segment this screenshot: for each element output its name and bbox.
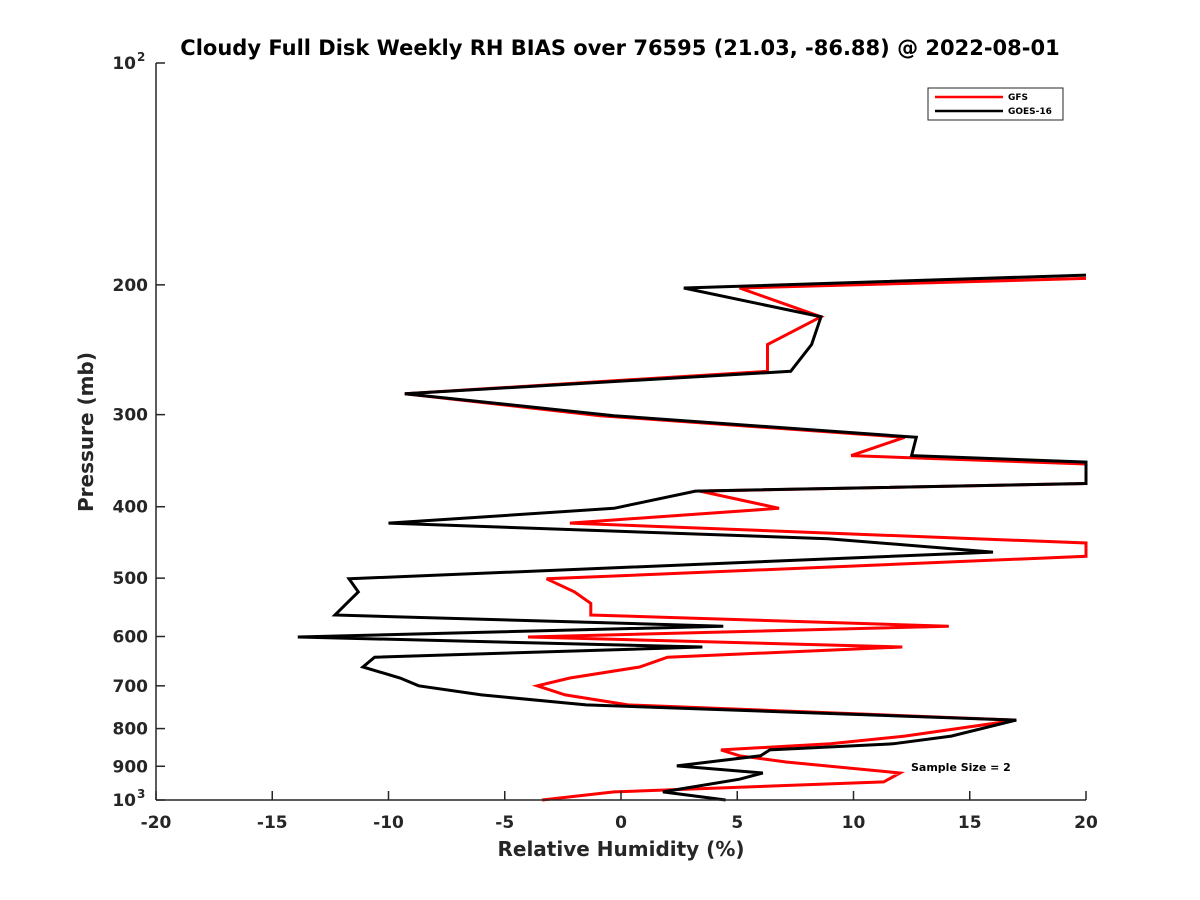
x-tick-label: 20: [1074, 813, 1098, 833]
x-tick-label: -5: [495, 813, 514, 833]
y-tick-exponent: 2: [137, 50, 145, 64]
y-tick-label: 10: [112, 54, 136, 74]
y-tick-label: 600: [113, 627, 149, 647]
y-tick-label: 900: [113, 757, 149, 777]
x-axis-label: Relative Humidity (%): [497, 837, 744, 861]
legend-box: [927, 87, 1064, 121]
y-tick-label: 300: [113, 406, 149, 426]
y-axis-label: Pressure (mb): [74, 352, 98, 512]
series-line-gfs: [404, 276, 1088, 802]
x-tick-label: 10: [842, 813, 866, 833]
y-tick-exponent: 3: [137, 787, 145, 801]
legend: GFS GOES-16: [927, 87, 1064, 121]
legend-label-goes16: GOES-16: [1008, 107, 1052, 117]
y-tick-label: 500: [113, 569, 149, 589]
x-tick-label: -15: [257, 813, 288, 833]
sample-size-annotation: Sample Size = 2: [911, 761, 1011, 774]
y-tick-label: 200: [113, 276, 149, 296]
y-tick-label: 800: [113, 720, 149, 740]
x-tick-label: 5: [731, 813, 743, 833]
x-tick-label: 0: [615, 813, 627, 833]
chart-title: Cloudy Full Disk Weekly RH BIAS over 765…: [180, 36, 1059, 60]
y-tick-label: 400: [113, 498, 149, 518]
y-tick-label: 10: [112, 791, 136, 811]
legend-label-gfs: GFS: [1008, 93, 1028, 103]
y-tick-label: 700: [113, 677, 149, 697]
x-tick-label: -10: [373, 813, 404, 833]
series-line-goes16: [297, 273, 1088, 802]
x-tick-label: -20: [141, 813, 172, 833]
x-tick-label: 15: [958, 813, 982, 833]
